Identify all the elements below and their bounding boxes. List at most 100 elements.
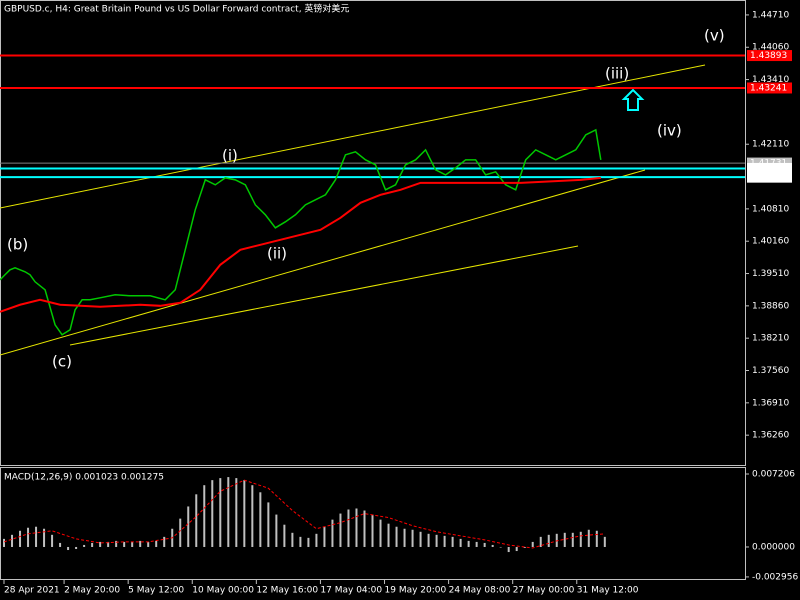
y-tick-label: 1.44060 <box>752 43 789 53</box>
level-label: 1.43893 <box>750 51 787 61</box>
macd-bar <box>427 533 430 547</box>
wave-label: (b) <box>7 236 28 254</box>
y-tick-label: 1.37560 <box>752 366 789 376</box>
macd-bar <box>275 514 278 547</box>
macd-bar <box>355 508 358 547</box>
wave-label: (v) <box>704 27 725 45</box>
macd-bar <box>459 538 462 547</box>
moving-average <box>0 176 601 313</box>
level-label-box <box>747 162 792 174</box>
macd-bar <box>19 530 22 547</box>
macd-bar <box>419 531 422 547</box>
macd-bar <box>587 529 590 547</box>
level-label-box <box>747 50 792 62</box>
macd-bar <box>547 534 550 547</box>
macd-bar <box>499 546 502 548</box>
macd-panel-frame <box>0 467 746 580</box>
signal-line <box>3 479 605 549</box>
macd-bar <box>539 536 542 547</box>
macd-bar <box>443 535 446 547</box>
level-label-box <box>747 82 792 94</box>
macd-bar <box>203 485 206 547</box>
macd-bar <box>307 537 310 547</box>
macd-bar <box>179 518 182 547</box>
macd-bar <box>251 485 254 547</box>
macd-bar <box>571 532 574 547</box>
macd-bar <box>59 542 62 547</box>
x-tick-label: 27 May 00:00 <box>513 586 575 596</box>
macd-bar <box>259 492 262 547</box>
macd-bar <box>315 533 318 547</box>
x-tick-label: 19 May 20:00 <box>385 586 447 596</box>
x-tick-label: 12 May 16:00 <box>256 586 318 596</box>
macd-bar <box>131 541 134 547</box>
x-tick-label: 17 May 04:00 <box>320 586 382 596</box>
macd-bar <box>395 526 398 547</box>
wave-label: (iii) <box>605 65 629 83</box>
macd-bar <box>579 531 582 547</box>
y-tick-label: 1.40160 <box>752 237 789 247</box>
trend-line <box>0 169 646 356</box>
macd-bar <box>99 541 102 547</box>
y-tick-label: 1.36260 <box>752 431 789 441</box>
level-label: 1.41623 <box>750 164 787 174</box>
main-panel-frame <box>0 0 746 466</box>
y-tick-label: 1.38860 <box>752 301 789 311</box>
macd-bar <box>187 506 190 547</box>
macd-bar <box>267 502 270 547</box>
macd-bar <box>155 540 158 547</box>
macd-bar <box>531 541 534 547</box>
macd-bar <box>451 536 454 547</box>
macd-bar <box>347 509 350 547</box>
macd-bar <box>227 477 230 547</box>
y-tick-label: 1.36910 <box>752 398 789 408</box>
y-tick-label: 0.000000 <box>752 542 795 552</box>
macd-bar <box>35 526 38 547</box>
level-label-box <box>747 171 792 183</box>
macd-bar <box>163 536 166 547</box>
trend-line <box>69 245 579 346</box>
y-tick-label: 1.44710 <box>752 10 789 20</box>
macd-bar <box>403 528 406 547</box>
up-arrow <box>621 88 645 111</box>
macd-bar <box>467 540 470 547</box>
x-tick-label: 28 Apr 2021 <box>4 586 60 596</box>
macd-bar <box>147 541 150 547</box>
level-label: 1.43241 <box>750 83 787 93</box>
macd-bar <box>507 546 510 553</box>
y-tick-label: 1.42110 <box>752 140 789 150</box>
macd-bar <box>411 529 414 547</box>
macd-bar <box>107 541 110 547</box>
x-tick-label: 31 May 12:00 <box>577 586 639 596</box>
macd-bar <box>291 532 294 547</box>
y-tick-label: -0.002956 <box>752 572 798 582</box>
macd-bar <box>603 536 606 547</box>
x-tick-label: 10 May 00:00 <box>192 586 254 596</box>
price-line <box>0 128 602 336</box>
macd-bar <box>483 542 486 547</box>
level-label: 1.41448 <box>750 173 787 183</box>
macd-bar <box>371 514 374 547</box>
macd-bar <box>83 544 86 547</box>
macd-bar <box>523 546 526 548</box>
macd-bar <box>323 526 326 547</box>
wave-label: (iv) <box>657 122 682 140</box>
macd-bar <box>115 540 118 547</box>
y-tick-label: 0.007206 <box>752 469 795 479</box>
macd-bar <box>3 538 6 547</box>
macd-bar <box>491 544 494 547</box>
macd-bar <box>211 480 214 547</box>
macd-bar <box>435 534 438 547</box>
macd-bar <box>299 536 302 547</box>
macd-bar <box>339 513 342 547</box>
x-tick-label: 5 May 12:00 <box>128 586 184 596</box>
y-tick-label: 1.43410 <box>752 75 789 85</box>
macd-bar <box>387 523 390 547</box>
y-tick-label: 1.39510 <box>752 269 789 279</box>
macd-bar <box>331 519 334 547</box>
macd-bar <box>475 541 478 547</box>
macd-bar <box>67 546 70 551</box>
macd-bar <box>123 541 126 547</box>
macd-bar <box>595 530 598 547</box>
